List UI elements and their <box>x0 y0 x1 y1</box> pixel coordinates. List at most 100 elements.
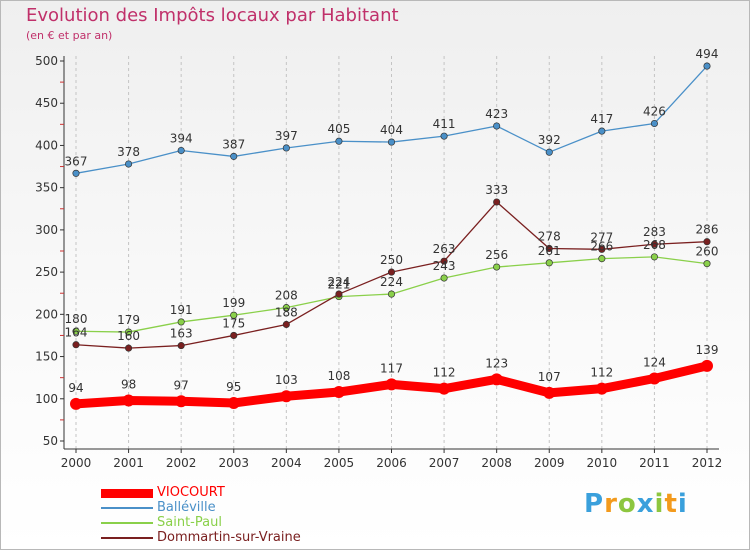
data-point <box>230 152 238 160</box>
data-label: 112 <box>590 366 613 380</box>
chart-subtitle: (en € et par an) <box>26 29 113 42</box>
data-point <box>175 395 188 408</box>
x-tick-label: 2012 <box>692 456 723 470</box>
data-label: 180 <box>65 312 88 326</box>
x-tick-label: 2008 <box>481 456 512 470</box>
data-label: 112 <box>433 366 456 380</box>
data-point <box>493 122 501 130</box>
data-point <box>177 146 185 155</box>
data-label: 333 <box>485 183 508 197</box>
x-tick-label: 2002 <box>166 456 197 470</box>
y-tick-label: 500 <box>35 54 58 68</box>
data-point <box>493 263 501 271</box>
data-point <box>72 327 80 335</box>
data-point <box>387 290 396 298</box>
data-label: 266 <box>590 240 613 254</box>
data-label: 423 <box>485 107 508 121</box>
data-point <box>230 331 238 339</box>
data-label: 387 <box>222 137 245 151</box>
data-point <box>177 318 185 326</box>
data-label: 124 <box>643 356 666 370</box>
data-label: 191 <box>170 303 193 317</box>
data-point <box>72 169 80 177</box>
data-label: 97 <box>174 378 189 392</box>
legend-label: VIOCOURT <box>157 485 225 500</box>
data-label: 256 <box>485 248 508 262</box>
y-tick-label: 250 <box>35 265 58 279</box>
data-point <box>125 328 133 336</box>
data-point <box>230 311 238 319</box>
y-tick-label: 50 <box>43 434 58 448</box>
data-label: 208 <box>275 289 298 303</box>
logo-letter: i <box>677 489 688 519</box>
data-label: 250 <box>380 253 403 267</box>
data-point <box>387 138 396 146</box>
legend-swatch <box>101 507 153 509</box>
logo-letter: P <box>584 489 605 519</box>
data-point <box>598 127 606 135</box>
x-tick-label: 2007 <box>429 456 460 470</box>
legend-swatch <box>101 522 153 524</box>
data-point <box>595 382 608 395</box>
data-label: 98 <box>121 377 136 391</box>
legend-swatch <box>101 537 153 539</box>
data-label: 95 <box>226 380 241 394</box>
logo-letter: t <box>664 489 678 519</box>
data-label: 278 <box>538 229 561 243</box>
proxiti-logo: Proxiti <box>584 489 688 519</box>
data-point <box>598 255 606 263</box>
data-point <box>177 342 185 350</box>
data-label: 94 <box>68 381 83 395</box>
data-point <box>545 244 553 253</box>
data-label: 261 <box>538 244 561 258</box>
data-label: 103 <box>275 373 298 387</box>
data-point <box>438 382 451 395</box>
data-point <box>650 253 658 261</box>
data-label: 411 <box>433 117 456 131</box>
data-point <box>280 390 293 403</box>
data-point <box>335 290 343 298</box>
data-point <box>282 144 290 152</box>
data-label: 426 <box>643 104 666 118</box>
data-point <box>385 378 398 391</box>
data-label: 139 <box>696 343 719 357</box>
data-label: 283 <box>643 225 666 239</box>
data-point <box>703 62 711 70</box>
y-tick-label: 300 <box>35 223 58 237</box>
x-tick-label: 2001 <box>113 456 144 470</box>
data-point <box>490 373 503 386</box>
data-label: 107 <box>538 370 561 384</box>
x-tick-label: 2006 <box>376 456 407 470</box>
data-label: 277 <box>590 230 613 244</box>
data-label: 494 <box>696 47 719 61</box>
x-tick-label: 2000 <box>61 456 92 470</box>
logo-letter: r <box>604 489 618 519</box>
data-label: 175 <box>222 316 245 330</box>
data-point <box>440 257 448 265</box>
data-point <box>543 386 556 399</box>
y-tick-label: 100 <box>35 392 58 406</box>
data-label: 263 <box>433 242 456 256</box>
data-point <box>282 304 290 312</box>
x-tick-label: 2010 <box>587 456 618 470</box>
data-label: 123 <box>485 356 508 370</box>
data-label: 224 <box>380 275 403 289</box>
data-point <box>703 260 711 268</box>
data-label: 221 <box>327 278 350 292</box>
data-label: 286 <box>696 223 719 237</box>
data-label: 394 <box>170 132 193 146</box>
logo-letter: o <box>617 489 637 519</box>
legend-label: Saint-Paul <box>157 515 222 530</box>
legend-swatch <box>101 488 153 498</box>
y-tick-label: 150 <box>35 350 58 364</box>
data-point <box>125 160 133 168</box>
data-label: 417 <box>590 112 613 126</box>
logo-letter: x <box>636 489 655 519</box>
data-point <box>335 137 343 145</box>
y-tick-label: 400 <box>35 138 58 152</box>
data-label: 164 <box>65 326 88 340</box>
data-point <box>650 240 658 248</box>
data-label: 392 <box>538 133 561 147</box>
